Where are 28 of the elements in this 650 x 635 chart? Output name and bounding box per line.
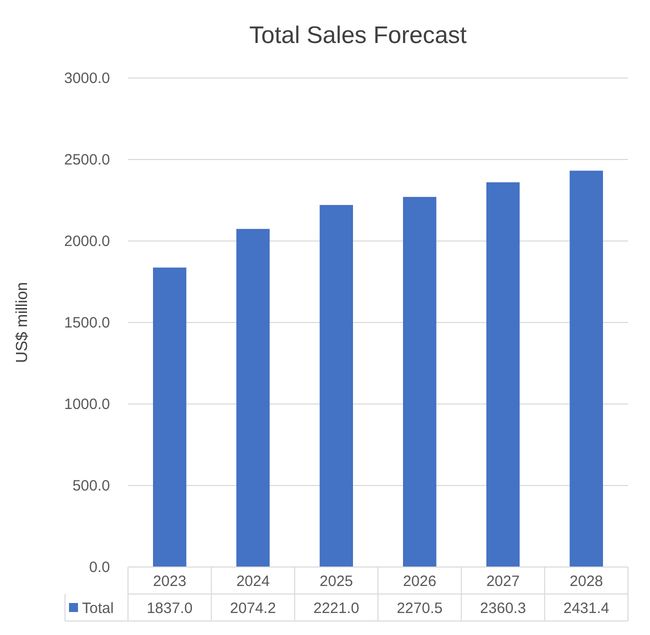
y-tick-label: 500.0 xyxy=(72,478,110,494)
x-tick-label: 2023 xyxy=(152,573,186,590)
data-label: 2270.5 xyxy=(396,600,443,617)
y-tick-label: 2000.0 xyxy=(64,233,110,250)
data-label: 2074.2 xyxy=(230,600,276,617)
y-tick-label: 3000.0 xyxy=(64,70,110,87)
x-tick-label: 2028 xyxy=(570,573,604,590)
bar xyxy=(153,268,186,567)
data-label: 1837.0 xyxy=(146,600,193,617)
y-tick-label: 0.0 xyxy=(89,559,110,576)
legend-label: Total xyxy=(82,600,114,617)
data-label: 2431.4 xyxy=(563,600,610,617)
y-tick-label: 1000.0 xyxy=(64,396,110,413)
x-tick-label: 2026 xyxy=(402,573,436,590)
x-tick-label: 2025 xyxy=(320,573,354,590)
data-label: 2360.3 xyxy=(480,600,526,617)
bar xyxy=(403,196,436,567)
x-tick-label: 2027 xyxy=(486,573,520,590)
y-axis-title: US$ million xyxy=(14,282,31,363)
data-label: 2221.0 xyxy=(313,600,360,617)
bar xyxy=(486,182,520,567)
bar xyxy=(236,228,270,567)
bar xyxy=(320,204,353,567)
x-tick-label: 2024 xyxy=(236,573,270,590)
bar xyxy=(570,170,603,567)
chart-title: Total Sales Forecast xyxy=(249,22,468,49)
y-tick-label: 1500.0 xyxy=(64,314,110,332)
y-tick-label: 2500.0 xyxy=(64,152,110,168)
